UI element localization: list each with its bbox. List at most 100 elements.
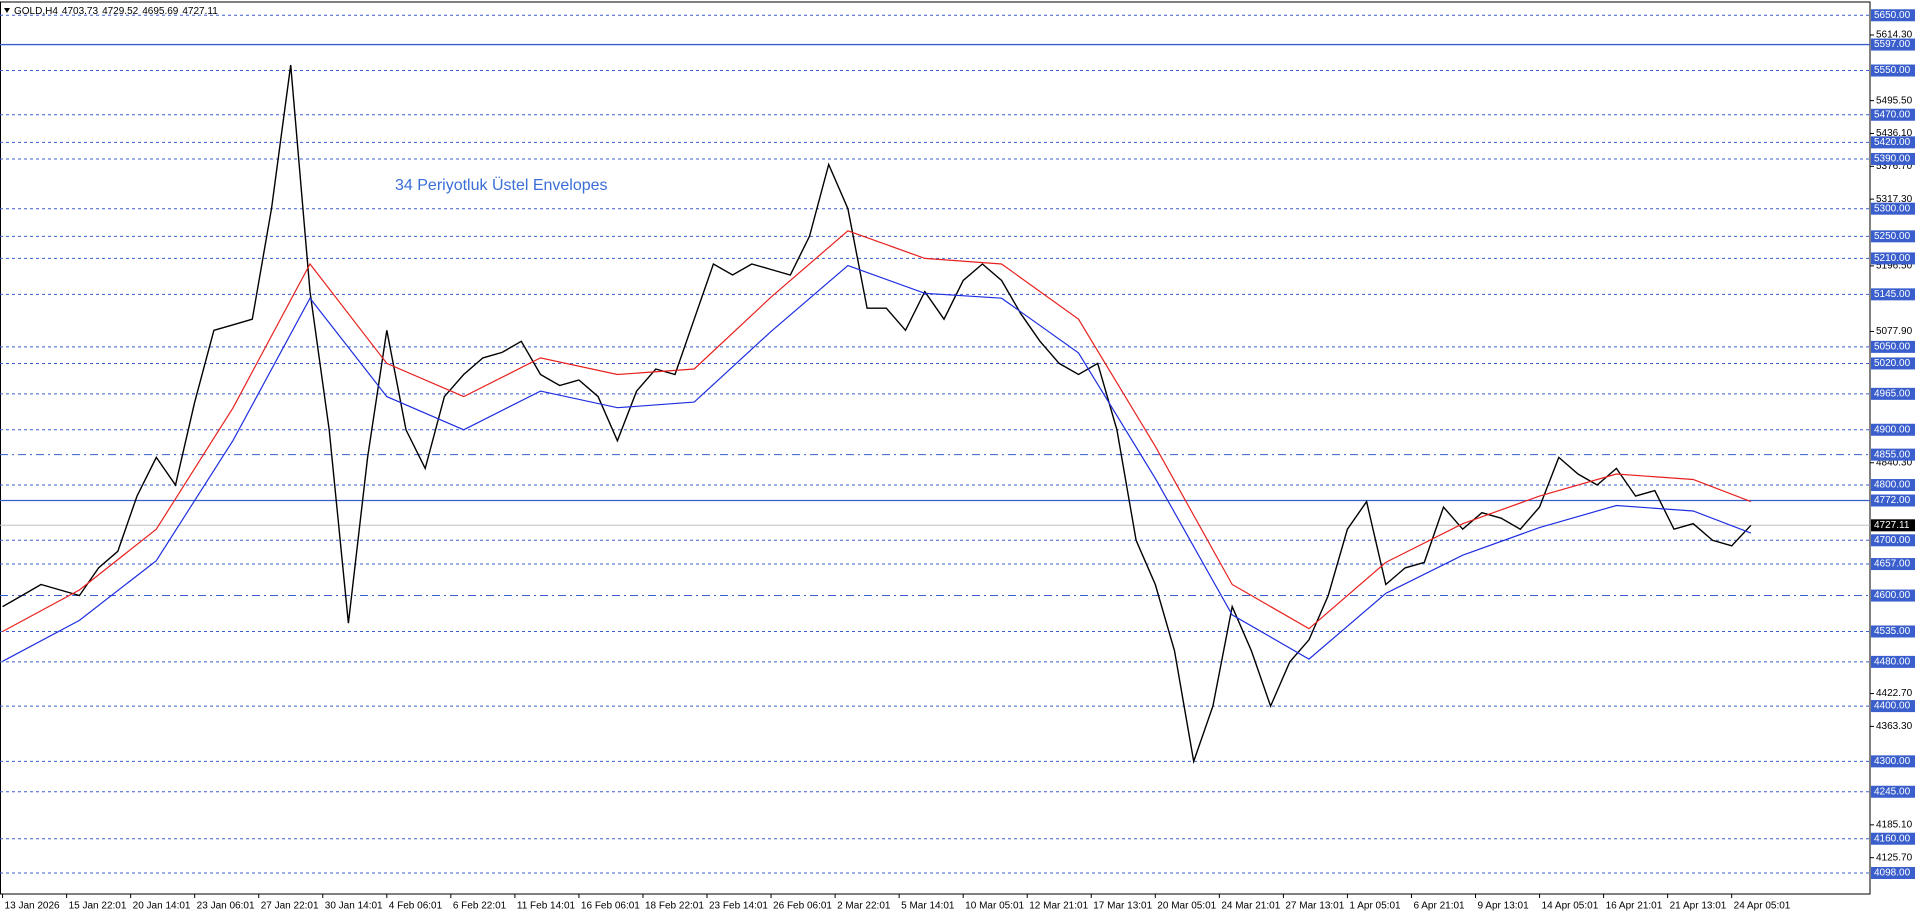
x-tick-label: 17 Mar 13:01 — [1093, 901, 1152, 912]
level-label-bg — [1871, 479, 1915, 492]
level-label: 5250.00 — [1874, 231, 1911, 242]
x-tick-label: 15 Jan 22:01 — [69, 901, 127, 912]
level-label: 4900.00 — [1874, 424, 1911, 435]
level-label: 4965.00 — [1874, 388, 1911, 399]
level-label-bg — [1871, 202, 1915, 215]
level-label: 5145.00 — [1874, 289, 1911, 300]
level-label-bg — [1871, 9, 1915, 22]
level-label: 5210.00 — [1874, 253, 1911, 264]
level-label: 4480.00 — [1874, 657, 1911, 668]
x-tick-label: 20 Mar 05:01 — [1157, 901, 1216, 912]
chart-header: GOLD,H4 4703.73 4729.52 4695.69 4727.11 — [14, 6, 218, 17]
level-label-bg — [1871, 625, 1915, 638]
envelope-line — [2, 264, 1752, 662]
x-tick-label: 4 Feb 06:01 — [389, 901, 443, 912]
level-label-bg — [1871, 252, 1915, 265]
level-label-bg — [1871, 700, 1915, 713]
x-tick-label: 21 Apr 13:01 — [1670, 901, 1727, 912]
x-tick-label: 20 Jan 14:01 — [133, 901, 191, 912]
level-label: 5390.00 — [1874, 154, 1911, 165]
level-label: 4600.00 — [1874, 590, 1911, 601]
x-tick-label: 14 Apr 05:01 — [1542, 901, 1599, 912]
x-tick-label: 30 Jan 14:01 — [325, 901, 383, 912]
level-label-bg — [1871, 230, 1915, 243]
y-tick-label: 5436.10 — [1876, 128, 1913, 139]
y-tick-label: 5196.50 — [1876, 261, 1913, 272]
level-label-bg — [1871, 534, 1915, 547]
y-tick-label: 5614.30 — [1876, 30, 1913, 41]
x-tick-label: 11 Feb 14:01 — [517, 901, 576, 912]
level-label-bg — [1871, 558, 1915, 571]
y-tick-label: 5077.90 — [1876, 326, 1913, 337]
x-tick-label: 16 Apr 21:01 — [1606, 901, 1663, 912]
level-label: 4400.00 — [1874, 701, 1911, 712]
level-label-bg — [1871, 152, 1915, 165]
x-tick-label: 2 Mar 22:01 — [837, 901, 891, 912]
y-tick-label: 5495.50 — [1876, 95, 1913, 106]
x-tick-label: 24 Mar 21:01 — [1221, 901, 1280, 912]
level-label: 4160.00 — [1874, 833, 1911, 844]
level-label-bg — [1871, 755, 1915, 768]
x-tick-label: 23 Feb 14:01 — [709, 901, 768, 912]
y-tick-label: 4840.30 — [1876, 457, 1913, 468]
y-tick-label: 5376.70 — [1876, 161, 1913, 172]
level-label-bg — [1871, 785, 1915, 798]
x-tick-label: 26 Feb 06:01 — [773, 901, 832, 912]
level-label: 5597.00 — [1874, 39, 1911, 50]
level-label: 5300.00 — [1874, 203, 1911, 214]
plot-frame — [0, 1, 1871, 895]
level-label: 5020.00 — [1874, 358, 1911, 369]
y-tick-label: 5317.30 — [1876, 194, 1913, 205]
close: 4727.11 — [182, 6, 218, 17]
x-tick-label: 18 Feb 22:01 — [645, 901, 704, 912]
x-tick-label: 6 Feb 22:01 — [453, 901, 507, 912]
level-label: 5470.00 — [1874, 109, 1911, 120]
y-tick-label: 4422.70 — [1876, 688, 1913, 699]
level-label: 5650.00 — [1874, 10, 1911, 21]
x-tick-label: 16 Feb 06:01 — [581, 901, 640, 912]
x-tick-label: 24 Apr 05:01 — [1734, 901, 1791, 912]
x-tick-label: 10 Mar 05:01 — [965, 901, 1024, 912]
high: 4729.52 — [102, 6, 139, 17]
level-label-bg — [1871, 136, 1915, 149]
level-label: 5420.00 — [1874, 137, 1911, 148]
y-tick-label: 4185.10 — [1876, 820, 1913, 831]
level-label: 5550.00 — [1874, 65, 1911, 76]
y-tick-label: 4125.70 — [1876, 852, 1913, 863]
x-tick-label: 13 Jan 2026 — [5, 901, 60, 912]
level-label-bg — [1871, 108, 1915, 121]
level-label-bg — [1871, 589, 1915, 602]
level-label: 4245.00 — [1874, 786, 1911, 797]
level-label: 5050.00 — [1874, 342, 1911, 353]
level-label-bg — [1871, 832, 1915, 845]
level-label-bg — [1871, 38, 1915, 51]
level-label-bg — [1871, 423, 1915, 436]
level-label-bg — [1871, 357, 1915, 370]
level-label: 4098.00 — [1874, 868, 1911, 879]
x-tick-label: 12 Mar 21:01 — [1029, 901, 1088, 912]
level-label: 4657.00 — [1874, 559, 1911, 570]
x-tick-label: 1 Apr 05:01 — [1349, 901, 1401, 912]
y-tick-label: 4363.30 — [1876, 721, 1913, 732]
level-label: 4535.00 — [1874, 626, 1911, 637]
level-label-bg — [1871, 494, 1915, 507]
level-label-bg — [1871, 387, 1915, 400]
level-label-bg — [1871, 448, 1915, 461]
level-label: 4855.00 — [1874, 449, 1911, 460]
level-label: 4772.00 — [1874, 495, 1911, 506]
x-tick-label: 23 Jan 06:01 — [197, 901, 255, 912]
level-label: 4800.00 — [1874, 480, 1911, 491]
envelope-line — [2, 230, 1752, 633]
level-label-bg — [1871, 288, 1915, 301]
low: 4695.69 — [142, 6, 179, 17]
open: 4703.73 — [62, 6, 99, 17]
menu-arrow — [4, 8, 10, 13]
level-label-bg — [1871, 866, 1915, 879]
x-tick-label: 9 Apr 13:01 — [1478, 901, 1530, 912]
x-tick-label: 6 Apr 21:01 — [1413, 901, 1465, 912]
level-label: 4700.00 — [1874, 535, 1911, 546]
annotation: 34 Periyotluk Üstel Envelopes — [395, 176, 608, 194]
